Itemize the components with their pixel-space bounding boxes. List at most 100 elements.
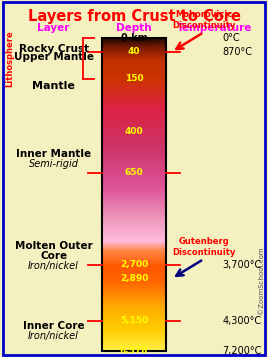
Bar [102,267,166,268]
Bar [102,278,166,279]
Bar [102,78,166,79]
Text: Layer: Layer [38,23,70,33]
Bar [102,133,166,134]
Bar [102,153,166,154]
Text: Depth: Depth [116,23,152,33]
Bar [102,167,166,169]
Bar [102,217,166,218]
Bar [102,110,166,111]
Bar [102,168,166,169]
Bar [102,306,166,307]
Bar [102,267,166,268]
Bar [102,259,166,260]
Bar [102,257,166,258]
Bar [102,38,166,39]
Bar [102,108,166,109]
Bar [102,203,166,204]
Bar [102,231,166,233]
Bar [102,120,166,121]
Bar [102,226,166,227]
Bar [102,331,166,332]
Bar [102,107,166,109]
Bar [102,150,166,151]
Bar [102,178,166,180]
Bar [102,206,166,207]
Bar [102,89,166,91]
Bar [102,47,166,48]
Bar [102,87,166,88]
Bar [102,242,166,243]
Bar [102,283,166,284]
Bar [102,188,166,189]
Bar [102,295,166,296]
Bar [102,255,166,256]
Bar [102,171,166,172]
Bar [102,104,166,105]
Bar [102,192,166,193]
Bar [102,96,166,97]
Bar [102,161,166,162]
Text: 870°C: 870°C [222,47,252,57]
Bar [102,333,166,334]
Bar [102,127,166,128]
Bar [102,256,166,258]
Bar [102,151,166,152]
Bar [102,321,166,322]
Bar [102,268,166,269]
Bar [102,346,166,347]
Bar [102,219,166,220]
Bar [102,341,166,342]
Bar [102,71,166,72]
Bar [102,71,166,72]
Bar [102,54,166,55]
Bar [102,301,166,302]
Bar [102,126,166,127]
Bar [102,106,166,108]
Bar [102,304,166,305]
Bar [102,106,166,107]
Text: 2,890: 2,890 [120,274,148,283]
Bar [102,70,166,71]
Bar [102,318,166,319]
Bar [102,325,166,326]
Bar [102,263,166,264]
Bar [102,281,166,282]
Bar [102,274,166,275]
Bar [102,60,166,62]
Bar [102,313,166,314]
Bar [102,213,166,215]
Bar [102,132,166,134]
Bar [102,297,166,298]
Bar [102,285,166,287]
Text: 40: 40 [128,47,140,56]
Bar [102,349,166,350]
Bar [102,143,166,145]
Bar [102,50,166,51]
Bar [102,314,166,316]
Bar [102,334,166,335]
Bar [102,64,166,66]
Bar [102,76,166,77]
Bar [102,236,166,237]
Bar [102,221,166,222]
Bar [102,83,166,84]
Bar [102,104,166,105]
Bar [102,230,166,231]
Bar [102,156,166,157]
Bar [102,238,166,240]
Bar [102,100,166,101]
Bar [102,42,166,43]
Bar [102,330,166,331]
Bar [102,139,166,141]
Bar [102,227,166,228]
Bar [102,338,166,339]
Text: 7,200°C: 7,200°C [222,346,262,356]
Bar [102,260,166,261]
Bar [102,181,166,183]
Bar [102,92,166,93]
Bar [102,139,166,140]
Bar [102,81,166,82]
Bar [102,121,166,122]
Bar [102,272,166,273]
Bar [102,72,166,73]
